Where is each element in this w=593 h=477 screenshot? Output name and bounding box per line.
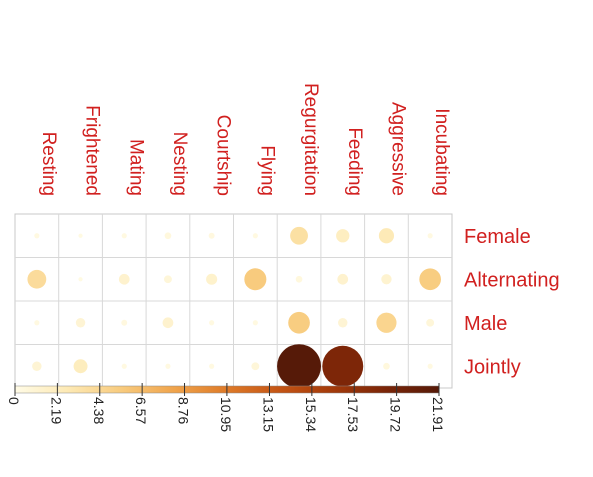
cell-jointly-resting: [32, 361, 42, 371]
cell-female-regurgitation: [290, 226, 308, 245]
cell-male-nesting: [162, 317, 174, 329]
cell-male-frightened: [75, 318, 86, 328]
cell-male-aggressive: [376, 312, 397, 333]
cell-alternating-frightened: [78, 277, 83, 282]
colorbar-tick-label: 19.72: [388, 397, 404, 432]
cell-female-resting: [34, 233, 40, 239]
column-label-incubating: Incubating: [431, 108, 452, 196]
column-label-feeding: Feeding: [344, 127, 365, 196]
cell-female-aggressive: [378, 228, 395, 244]
cell-female-nesting: [164, 232, 172, 240]
colorbar-tick-label: 0: [6, 397, 22, 405]
column-label-courtship: Courtship: [213, 115, 234, 196]
cell-alternating-resting: [27, 269, 47, 289]
cell-jointly-mating: [121, 363, 127, 369]
row-label-female: Female: [464, 226, 531, 248]
row-label-male: Male: [464, 313, 507, 335]
cell-female-frightened: [78, 233, 83, 238]
cell-jointly-aggressive: [383, 362, 390, 370]
colorbar-tick-label: 17.53: [345, 397, 361, 432]
cell-jointly-flying: [251, 362, 260, 371]
row-labels: Female Alternating Male Jointly: [464, 226, 560, 379]
cell-male-feeding: [338, 318, 348, 328]
row-label-jointly: Jointly: [464, 356, 521, 378]
colorbar-tick-label: 4.38: [91, 397, 107, 424]
cell-jointly-regurgitation: [277, 344, 322, 389]
column-label-resting: Resting: [38, 132, 59, 196]
cell-male-courtship: [209, 320, 215, 326]
colorbar-tick-label: 15.34: [303, 397, 319, 432]
cell-male-regurgitation: [288, 311, 310, 334]
cell-female-flying: [252, 233, 258, 239]
cell-female-courtship: [208, 232, 215, 239]
colorbar-tick-label: 10.95: [218, 397, 234, 432]
cell-alternating-flying: [244, 268, 267, 291]
cell-jointly-feeding: [322, 345, 364, 387]
colorbar-tick-label: 21.91: [430, 397, 446, 432]
cell-jointly-incubating: [427, 363, 433, 369]
cell-alternating-mating: [118, 273, 130, 285]
colorbar-tick-label: 8.76: [176, 397, 192, 424]
column-labels: Resting Frightened Mating Nesting Courtship F…: [38, 83, 452, 196]
cell-alternating-regurgitation: [295, 275, 303, 283]
column-label-aggressive: Aggressive: [387, 102, 408, 196]
cell-male-resting: [34, 320, 40, 326]
colorbar-tick-label: 6.57: [133, 397, 149, 424]
cell-male-incubating: [426, 318, 435, 327]
colorbar-tick-label: 2.19: [48, 397, 64, 424]
column-label-nesting: Nesting: [169, 132, 190, 196]
cell-jointly-nesting: [165, 363, 171, 369]
column-label-frightened: Frightened: [82, 105, 103, 196]
cell-male-flying: [252, 320, 258, 326]
cell-jointly-frightened: [73, 359, 88, 374]
colorbar: 0 2.19 4.38 6.57 8.76 10.95 13.15 15.34 17.53 19.…: [6, 383, 446, 432]
column-label-mating: Mating: [125, 139, 146, 196]
cell-female-incubating: [427, 233, 433, 239]
cells: [27, 226, 441, 389]
column-label-regurgitation: Regurgitation: [300, 83, 321, 196]
column-label-flying: Flying: [256, 145, 277, 196]
colorbar-tick-label: 13.15: [260, 397, 276, 432]
cell-alternating-aggressive: [381, 274, 392, 285]
cell-male-mating: [121, 319, 128, 326]
cell-jointly-courtship: [209, 363, 215, 369]
cell-alternating-courtship: [206, 273, 218, 285]
cell-alternating-incubating: [419, 268, 441, 291]
cell-female-mating: [121, 233, 127, 239]
row-label-alternating: Alternating: [464, 269, 560, 291]
cell-alternating-feeding: [337, 273, 349, 285]
cell-alternating-nesting: [164, 275, 172, 284]
cell-female-feeding: [336, 229, 350, 243]
